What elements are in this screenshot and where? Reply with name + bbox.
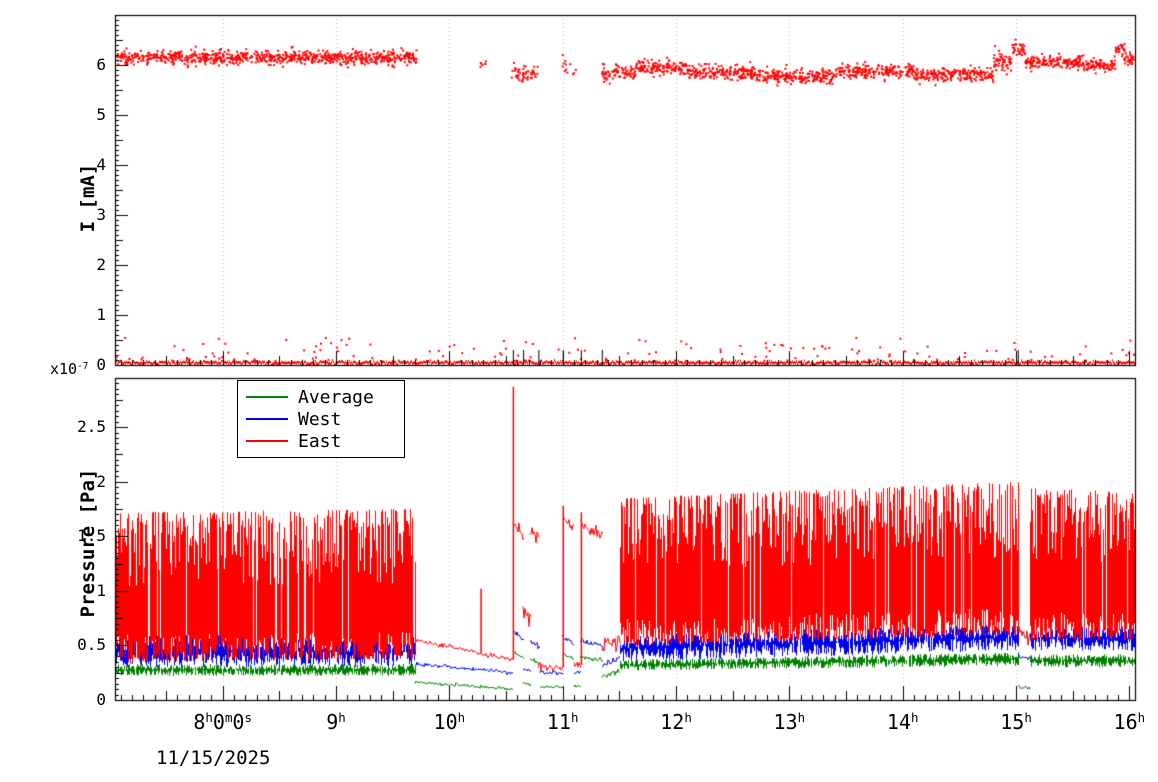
tick-text: 0 bbox=[232, 710, 245, 734]
tick-text: 0 bbox=[212, 710, 225, 734]
legend-label-average: Average bbox=[298, 386, 374, 408]
y-tick-label: 3 bbox=[96, 205, 106, 224]
y-tick-label: 2 bbox=[96, 255, 106, 274]
y-tick-label: 2 bbox=[96, 471, 106, 491]
date-label: 11/15/2025 bbox=[156, 747, 271, 769]
x-tick-label: 14h bbox=[887, 710, 919, 734]
y-tick-label: 1.5 bbox=[77, 526, 106, 546]
tick-text: 12 bbox=[660, 710, 685, 734]
y-tick-label: 6 bbox=[96, 55, 106, 74]
tick-text: 8 bbox=[193, 710, 206, 734]
y-axis-exponent-label: x10-7 bbox=[50, 360, 88, 378]
legend-label-west: West bbox=[298, 408, 342, 430]
y-tick-label: 2.5 bbox=[77, 417, 106, 437]
legend: Average West East bbox=[237, 380, 405, 458]
x-tick-label: 16h bbox=[1114, 710, 1146, 734]
tick-text: 9 bbox=[326, 710, 339, 734]
exponent-base: x10 bbox=[50, 360, 78, 378]
tick-superscript: s bbox=[244, 710, 252, 726]
y-tick-label: 1 bbox=[96, 305, 106, 324]
legend-entry-average: Average bbox=[238, 386, 404, 408]
tick-text: 14 bbox=[886, 710, 911, 734]
tick-superscript: h bbox=[684, 710, 692, 726]
tick-superscript: h bbox=[338, 710, 346, 726]
tick-superscript: m bbox=[224, 710, 233, 726]
x-tick-label: 8h0m0s bbox=[193, 710, 252, 734]
x-tick-label: 13h bbox=[774, 710, 806, 734]
legend-entry-east: East bbox=[238, 430, 404, 452]
y-tick-label: 4 bbox=[96, 155, 106, 174]
tick-text: 15 bbox=[1000, 710, 1025, 734]
legend-entry-west: West bbox=[238, 408, 404, 430]
tick-text: 16 bbox=[1113, 710, 1138, 734]
tick-superscript: h bbox=[1137, 710, 1146, 726]
tick-superscript: h bbox=[205, 710, 213, 726]
x-tick-label: 11h bbox=[547, 710, 579, 734]
x-tick-label: 10h bbox=[434, 710, 466, 734]
y-tick-label: 1 bbox=[96, 580, 106, 600]
y-tick-label: 0 bbox=[96, 355, 106, 374]
tick-superscript: h bbox=[797, 710, 806, 726]
west-line-swatch bbox=[246, 418, 288, 420]
tick-superscript: h bbox=[1024, 710, 1032, 726]
x-tick-label: 12h bbox=[660, 710, 692, 734]
legend-label-east: East bbox=[298, 430, 342, 452]
x-tick-label: 9h bbox=[326, 710, 346, 734]
tick-text: 13 bbox=[773, 710, 798, 734]
exponent-sup: -7 bbox=[77, 360, 89, 372]
tick-superscript: h bbox=[910, 710, 919, 726]
east-line-swatch bbox=[246, 440, 288, 442]
tick-text: 11 bbox=[546, 710, 571, 734]
y-tick-label: 5 bbox=[96, 105, 106, 124]
tick-superscript: h bbox=[457, 710, 466, 726]
y-tick-label: 0.5 bbox=[77, 635, 106, 655]
average-line-swatch bbox=[246, 396, 288, 398]
tick-superscript: h bbox=[570, 710, 579, 726]
y-tick-label: 0 bbox=[96, 690, 106, 709]
tick-text: 10 bbox=[433, 710, 458, 734]
x-tick-label: 15h bbox=[1000, 710, 1032, 734]
